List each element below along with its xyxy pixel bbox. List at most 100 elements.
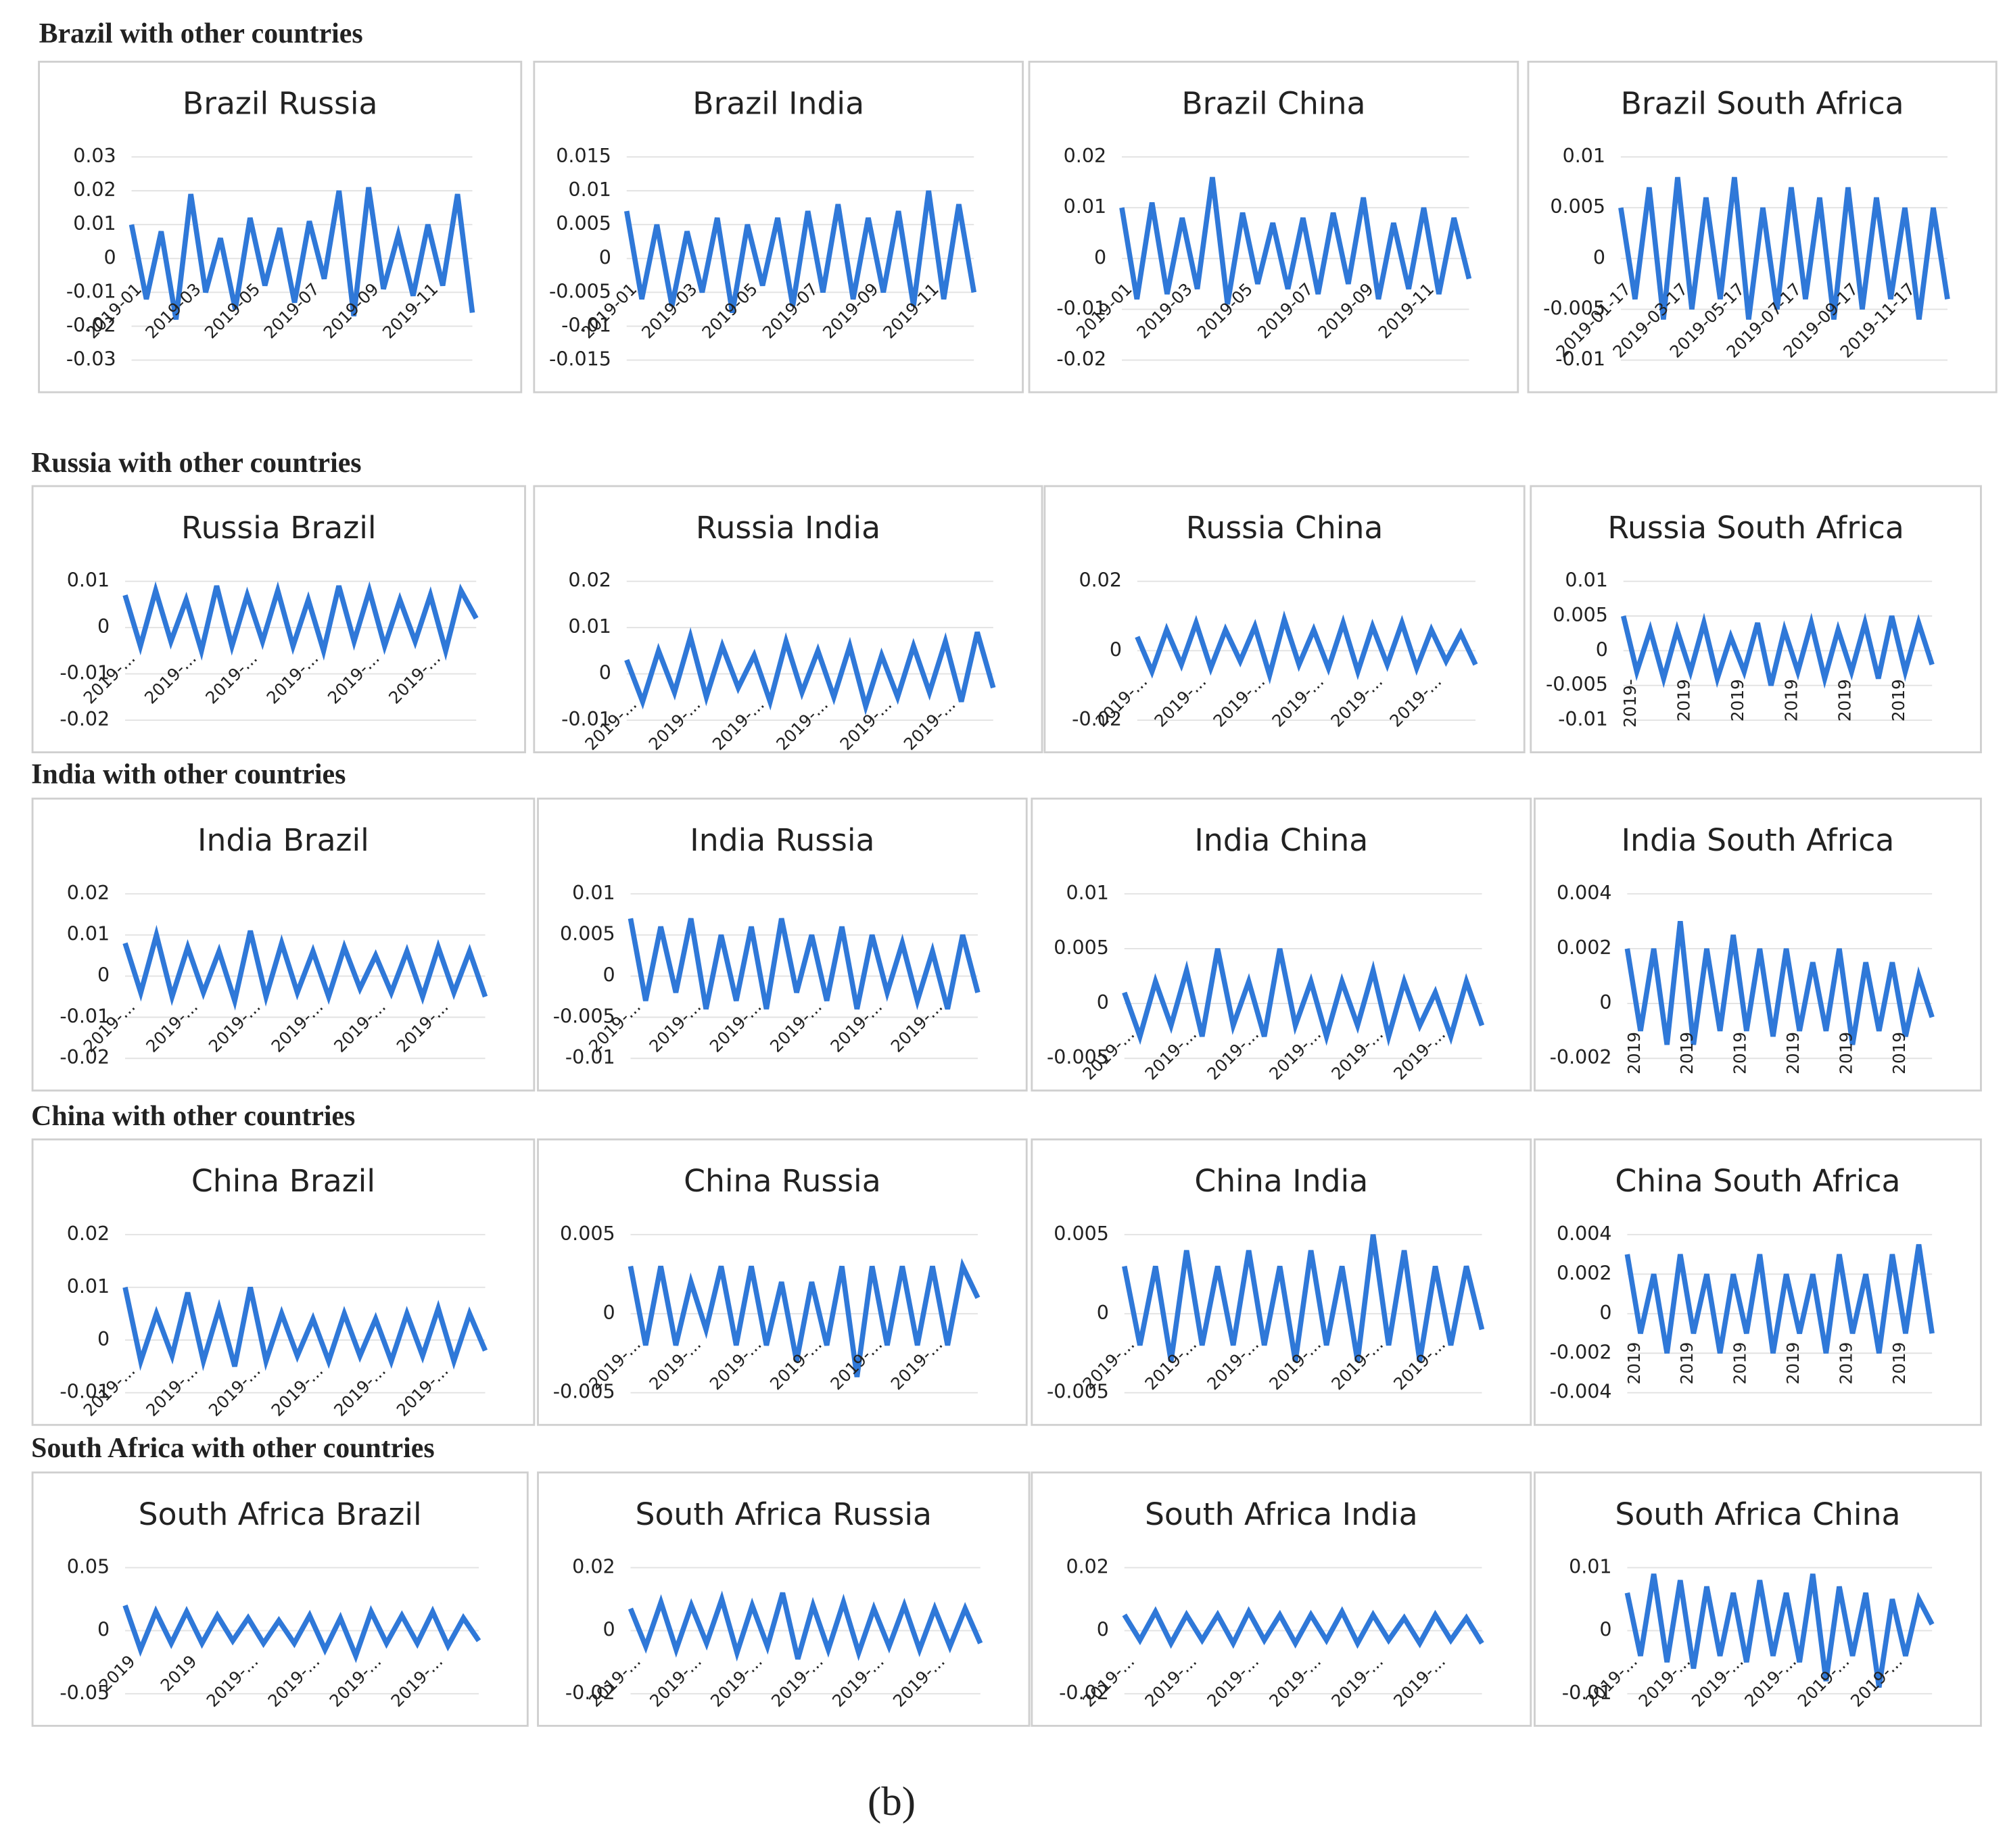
- series-line: [128, 187, 475, 321]
- y-tick-label: 0.01: [1569, 1555, 1612, 1578]
- chart-title: Brazil Russia: [183, 85, 378, 121]
- y-tick-label: -0.01: [1056, 297, 1106, 319]
- y-tick-label: -0.005: [1047, 1381, 1109, 1403]
- y-tick-label: -0.01: [561, 708, 611, 730]
- chart-title: India Russia: [690, 822, 874, 858]
- y-tick-label: 0: [599, 246, 611, 268]
- y-tick-label: -0.01: [1562, 1682, 1612, 1704]
- panel-frame: [533, 485, 1043, 754]
- x-tick-label: 2019: [1889, 1342, 1909, 1385]
- y-tick-label: 0: [603, 964, 615, 987]
- series-line: [122, 924, 488, 1011]
- chart-title: South Africa India: [1145, 1496, 1418, 1532]
- series-line: [1122, 948, 1485, 1047]
- y-tick-label: 0: [1094, 246, 1106, 268]
- y-tick-label: 0: [1599, 1302, 1611, 1324]
- series-line: [122, 1286, 488, 1371]
- x-tick-label: 2019: [1728, 679, 1747, 721]
- y-tick-label: 0: [1593, 246, 1605, 268]
- y-tick-label: 0: [1599, 991, 1611, 1014]
- series-line: [624, 627, 996, 716]
- series-line: [624, 190, 977, 314]
- series-line: [122, 1605, 481, 1663]
- series-line: [628, 1258, 981, 1377]
- chart-title: India Brazil: [197, 822, 369, 858]
- y-tick-label: 0: [104, 246, 116, 268]
- y-tick-label: 0.01: [1563, 145, 1606, 167]
- y-tick-label: 0: [97, 964, 110, 987]
- y-tick-label: 0.02: [1064, 145, 1107, 167]
- y-tick-label: 0.01: [1565, 569, 1608, 592]
- y-tick-label: 0.005: [1054, 937, 1109, 959]
- y-tick-label: 0.004: [1557, 1223, 1612, 1245]
- series-line: [1624, 1573, 1935, 1688]
- y-tick-label: 0: [97, 615, 110, 638]
- y-tick-label: 0.002: [1557, 1262, 1612, 1284]
- y-tick-label: -0.05: [60, 1682, 110, 1704]
- x-tick-label: 2019: [1677, 1032, 1697, 1074]
- y-tick-label: 0.01: [568, 615, 611, 638]
- y-tick-label: -0.02: [1072, 708, 1122, 730]
- x-tick-label: 2019: [1836, 1342, 1856, 1385]
- section-heading: India with other countries: [31, 759, 346, 790]
- chart-title: China India: [1194, 1163, 1368, 1199]
- y-tick-label: -0.01: [565, 1046, 615, 1068]
- x-tick-label: 2019: [1783, 1032, 1803, 1074]
- y-tick-label: 0.05: [67, 1555, 110, 1578]
- y-tick-label: 0.02: [73, 179, 116, 201]
- y-tick-label: -0.02: [66, 314, 116, 336]
- y-tick-label: -0.01: [1558, 708, 1608, 730]
- series-line: [1122, 1234, 1485, 1362]
- y-tick-label: 0.02: [1079, 569, 1122, 592]
- series-line: [1624, 920, 1935, 1045]
- y-tick-label: -0.005: [1543, 297, 1605, 319]
- y-tick-label: 0.02: [67, 882, 110, 904]
- panel-frame: [38, 60, 523, 394]
- chart-title: Russia India: [696, 510, 880, 546]
- y-tick-label: 0.01: [1066, 882, 1109, 904]
- y-tick-label: -0.02: [1059, 1682, 1109, 1704]
- x-tick-label: 2019: [1677, 1342, 1697, 1385]
- caption: (b): [868, 1779, 916, 1824]
- y-tick-label: -0.005: [549, 280, 611, 302]
- y-tick-label: -0.005: [1546, 673, 1608, 696]
- panel-frame: [537, 797, 1028, 1092]
- x-tick-label: 2019: [1783, 1342, 1803, 1385]
- y-tick-label: 0: [603, 1619, 615, 1641]
- y-tick-label: -0.002: [1550, 1046, 1612, 1068]
- section-heading: Russia with other countries: [31, 448, 361, 479]
- y-tick-label: 0.005: [560, 923, 615, 945]
- y-tick-label: 0.004: [1557, 882, 1612, 904]
- series-line: [1119, 176, 1472, 305]
- y-tick-label: 0: [1097, 1302, 1109, 1324]
- section-heading: Brazil with other countries: [39, 18, 363, 49]
- y-tick-label: 0: [1596, 638, 1608, 661]
- panel-frame: [31, 1471, 529, 1727]
- y-tick-label: -0.002: [1550, 1341, 1612, 1363]
- y-tick-label: 0.01: [67, 569, 110, 592]
- y-tick-label: -0.01: [561, 314, 611, 336]
- chart-title: South Africa China: [1615, 1496, 1900, 1532]
- chart-title: Russia South Africa: [1607, 510, 1904, 546]
- y-tick-label: 0.002: [1557, 937, 1612, 959]
- x-tick-label: 2019: [1836, 1032, 1856, 1074]
- y-tick-label: -0.01: [60, 662, 110, 684]
- panel-frame: [1534, 1138, 1982, 1426]
- chart-title: Russia Brazil: [181, 510, 377, 546]
- y-tick-label: -0.02: [565, 1682, 615, 1704]
- y-tick-label: 0.01: [568, 179, 611, 201]
- x-tick-label: 2019: [1624, 1342, 1644, 1385]
- y-tick-label: -0.005: [553, 1005, 615, 1027]
- x-tick-label: 2019: [1889, 1032, 1909, 1074]
- y-tick-label: 0.02: [1066, 1555, 1109, 1578]
- y-tick-label: 0: [1599, 1619, 1611, 1641]
- series-line: [1621, 613, 1935, 689]
- y-tick-label: -0.02: [1056, 348, 1106, 371]
- y-tick-label: 0.015: [556, 145, 611, 167]
- x-tick-label: 2019-: [1620, 679, 1640, 728]
- x-tick-label: 2019: [1835, 679, 1855, 721]
- x-tick-label: 2019: [1674, 679, 1693, 721]
- y-tick-label: 0: [1097, 991, 1109, 1014]
- chart-title: South Africa Brazil: [139, 1496, 422, 1532]
